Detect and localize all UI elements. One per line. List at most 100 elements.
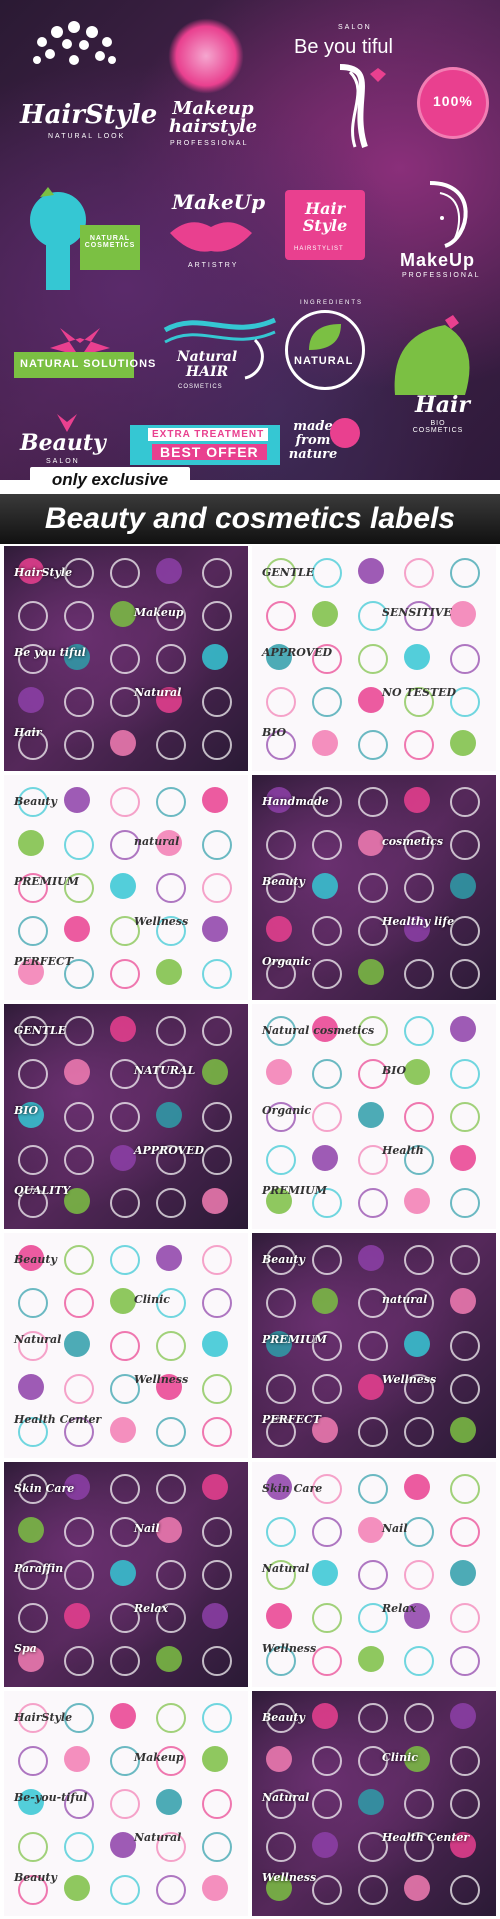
label-badge — [312, 1245, 342, 1275]
label-badge — [110, 1517, 140, 1547]
label-badge — [266, 1059, 292, 1085]
label-badge — [266, 1832, 296, 1862]
label-badge — [266, 1102, 296, 1132]
label-badge — [64, 1059, 90, 1085]
label-badge — [450, 873, 476, 899]
label-badge — [312, 1374, 342, 1404]
green-ribbon — [14, 352, 134, 378]
thumbnail-word: Clinic — [134, 1293, 170, 1306]
label-badge — [64, 644, 90, 670]
label-badge — [110, 1374, 140, 1404]
label-badge — [110, 830, 140, 860]
label-badge — [358, 1832, 388, 1862]
label-badge — [266, 644, 292, 670]
label-badge — [64, 1188, 90, 1214]
label-badge — [156, 787, 186, 817]
label-badge — [404, 644, 430, 670]
green-tag — [80, 225, 140, 270]
label-badge — [18, 1145, 48, 1175]
label-badge — [202, 1646, 232, 1676]
label-badge — [110, 644, 140, 674]
label-badge — [266, 1374, 296, 1404]
apple-icon — [330, 418, 360, 448]
thumbnail-word: QUALITY — [14, 1184, 71, 1197]
label-badge — [450, 1016, 476, 1042]
label-badge — [450, 1517, 480, 1547]
label-badge — [110, 1102, 140, 1132]
label-badge — [358, 1145, 388, 1175]
label-badge — [202, 873, 232, 903]
label-badge — [64, 1474, 90, 1500]
thumbnail-word: Health — [382, 1144, 424, 1157]
label-badge — [156, 558, 182, 584]
label-badge — [266, 1746, 292, 1772]
thumbnail-preview: Beauty Clinic Natural Health Center Wellness — [252, 1691, 496, 1916]
label-badge — [312, 644, 342, 674]
label-badge — [202, 1016, 232, 1046]
label-badge — [64, 558, 94, 588]
thumbnail-word: natural — [134, 835, 180, 848]
label-badge — [18, 1875, 48, 1905]
label-badge — [450, 1288, 476, 1314]
thumbnail-word: Nail — [382, 1522, 408, 1535]
label-badge — [156, 1145, 186, 1175]
label-badge — [64, 1016, 94, 1046]
label-badge — [64, 787, 90, 813]
label-badge — [18, 1646, 44, 1672]
label-badge — [64, 830, 94, 860]
label-badge — [404, 1875, 430, 1901]
label-badge — [450, 1603, 480, 1633]
label-badge — [358, 873, 388, 903]
label-badge — [156, 1746, 186, 1776]
label-badge — [110, 1789, 140, 1819]
thumbnail-word: Wellness — [134, 915, 189, 928]
label-badge — [18, 644, 48, 674]
label-badge — [358, 558, 384, 584]
label-badge — [156, 1832, 186, 1862]
label-badge — [202, 1703, 232, 1733]
label-badge — [312, 1288, 338, 1314]
label-badge — [18, 1245, 44, 1271]
label-badge — [358, 1417, 388, 1447]
label-badge — [64, 1331, 90, 1357]
label-badge — [450, 916, 480, 946]
woman-face-icon — [410, 178, 480, 248]
tree-head-icon — [12, 12, 132, 102]
label-badge — [312, 558, 342, 588]
label-badge — [110, 1417, 136, 1443]
makeup-professional-sub: PROFESSIONAL — [402, 272, 481, 279]
label-badge — [202, 787, 228, 813]
hair-style-sub: HAIRSTYLIST — [294, 246, 344, 252]
label-badge — [312, 1059, 342, 1089]
label-badge — [156, 1875, 186, 1905]
thumbnail-word: Natural cosmetics — [262, 1024, 375, 1037]
thumbnail-word: Health Center — [382, 1831, 470, 1844]
label-badge — [312, 1145, 338, 1171]
label-badge — [358, 1059, 388, 1089]
label-badge — [18, 558, 44, 584]
leaf-icon — [307, 322, 343, 352]
label-badge — [18, 1059, 48, 1089]
thumbnail-word: Natural — [134, 686, 182, 699]
label-badge — [18, 601, 48, 631]
label-badge — [18, 959, 44, 985]
label-badge — [18, 873, 48, 903]
natural-solutions-label: NATURAL SOLUTIONS — [20, 358, 157, 370]
thumbnail-word: Beauty — [14, 1871, 57, 1884]
label-badge — [110, 558, 140, 588]
label-badge — [64, 1288, 94, 1318]
label-badge — [202, 830, 232, 860]
label-badge — [202, 1145, 232, 1175]
teal-head-icon — [18, 185, 98, 290]
label-badge — [156, 916, 186, 946]
label-badge — [18, 1789, 44, 1815]
thumbnail-word: Wellness — [262, 1871, 317, 1884]
label-badge — [64, 1374, 94, 1404]
label-badge — [156, 873, 186, 903]
label-badge — [312, 830, 342, 860]
flowing-hair-icon — [160, 310, 280, 380]
hairstyle-label: HairStyle — [20, 100, 158, 130]
makeup-artistry-sub: ARTISTRY — [188, 262, 239, 269]
label-badge — [266, 1703, 296, 1733]
thumbnail-word: Natural — [14, 1333, 62, 1346]
